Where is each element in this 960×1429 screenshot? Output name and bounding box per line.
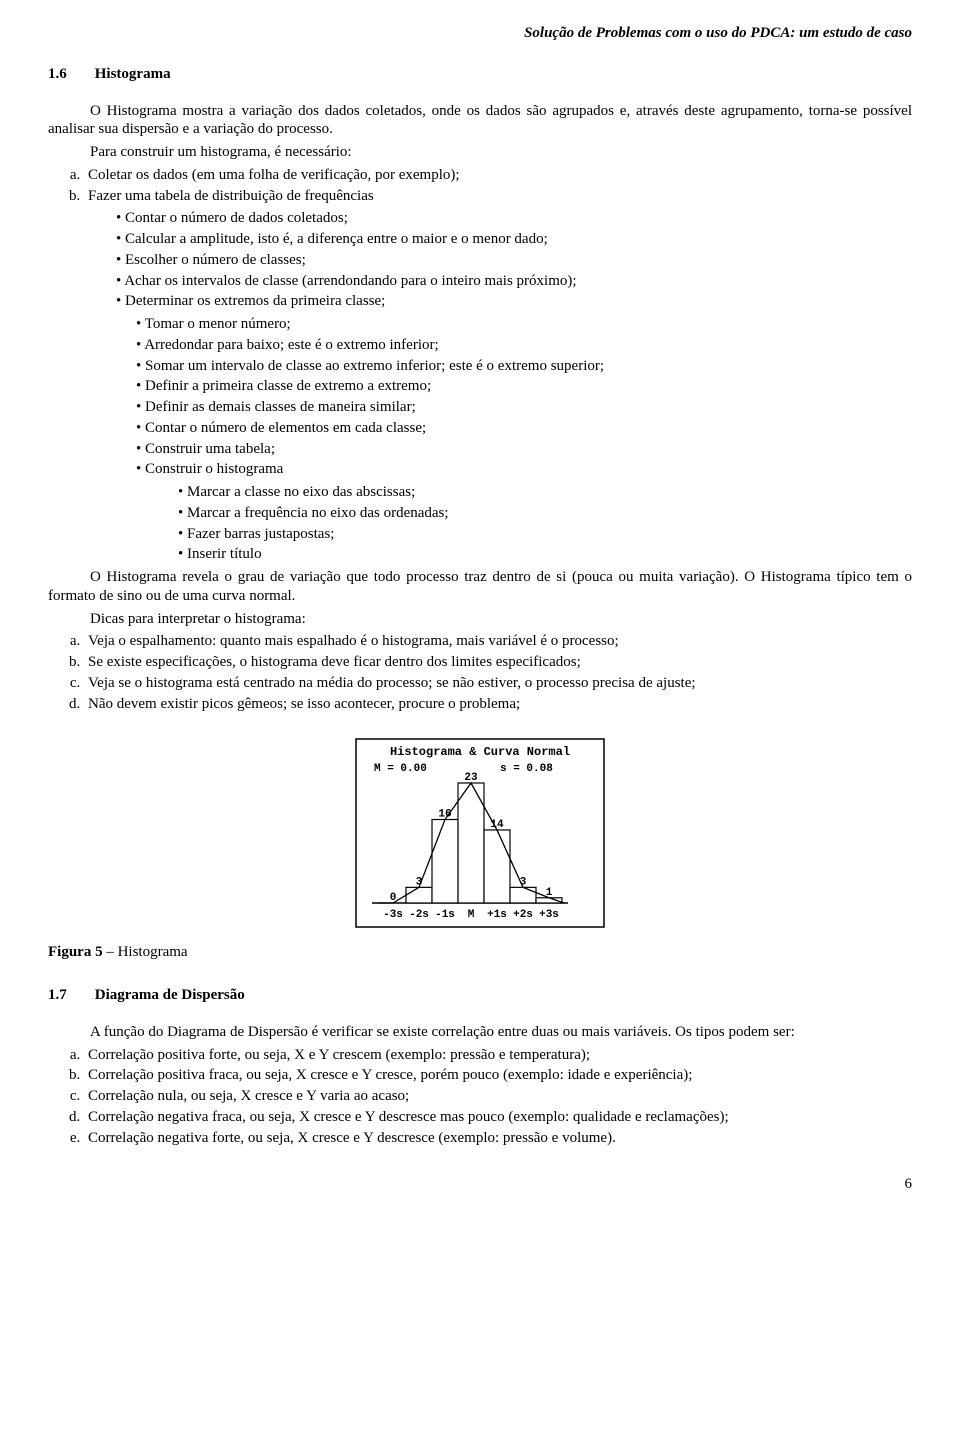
- figure-5: Histograma & Curva Normal M = 0.00 s = 0.0…: [48, 733, 912, 933]
- list-item: Tomar o menor número;: [136, 315, 912, 334]
- sec16-dicas-lead: Dicas para interpretar o histograma:: [48, 610, 912, 629]
- sec16-step-b: Fazer uma tabela de distribuição de freq…: [84, 187, 912, 206]
- list-item: Se existe especificações, o histograma d…: [84, 653, 912, 672]
- histogram-chart: Histograma & Curva Normal M = 0.00 s = 0.0…: [350, 733, 610, 933]
- section-1-6-heading: 1.6 Histograma: [48, 65, 912, 84]
- svg-text:-3s: -3s: [383, 909, 403, 921]
- sec16-dicas-list: Veja o espalhamento: quanto mais espalha…: [84, 632, 912, 713]
- list-item: Contar o número de elementos em cada cla…: [136, 419, 912, 438]
- list-item: Veja o espalhamento: quanto mais espalha…: [84, 632, 912, 651]
- page-number: 6: [48, 1175, 912, 1194]
- list-item: Contar o número de dados coletados;: [116, 209, 912, 228]
- svg-text:M = 0.00: M = 0.00: [374, 763, 427, 775]
- list-item: Correlação negativa forte, ou seja, X cr…: [84, 1129, 912, 1148]
- sec16-sub-list-1: Contar o número de dados coletados; Calc…: [116, 209, 912, 311]
- list-item: Arredondar para baixo; este é o extremo …: [136, 336, 912, 355]
- list-item: Correlação nula, ou seja, X cresce e Y v…: [84, 1087, 912, 1106]
- sec17-items-list: Correlação positiva forte, ou seja, X e …: [84, 1046, 912, 1148]
- list-item: Veja se o histograma está centrado na mé…: [84, 674, 912, 693]
- sec16-conclusion: O Histograma revela o grau de variação q…: [48, 568, 912, 606]
- sec16-sub-list-3: Marcar a classe no eixo das abscissas; M…: [178, 483, 912, 564]
- svg-text:Histograma & Curva Normal: Histograma & Curva Normal: [390, 745, 570, 759]
- list-item: Correlação negativa fraca, ou seja, X cr…: [84, 1108, 912, 1127]
- list-item: Somar um intervalo de classe ao extremo …: [136, 357, 912, 376]
- svg-text:+2s: +2s: [513, 909, 533, 921]
- section-1-7-heading: 1.7 Diagrama de Dispersão: [48, 986, 912, 1005]
- sec16-step-a: Coletar os dados (em uma folha de verifi…: [84, 166, 912, 185]
- sec16-sub-list-2: Tomar o menor número; Arredondar para ba…: [136, 315, 912, 479]
- svg-text:+3s: +3s: [539, 909, 559, 921]
- svg-text:-1s: -1s: [435, 909, 455, 921]
- list-item: Escolher o número de classes;: [116, 251, 912, 270]
- list-item: Fazer barras justapostas;: [178, 525, 912, 544]
- list-item: Marcar a frequência no eixo das ordenada…: [178, 504, 912, 523]
- section-1-7-title: Diagrama de Dispersão: [95, 986, 245, 1005]
- svg-text:M: M: [468, 909, 475, 921]
- section-1-7-number: 1.7: [48, 986, 67, 1005]
- list-item: Definir a primeira classe de extremo a e…: [136, 377, 912, 396]
- list-item: Calcular a amplitude, isto é, a diferenç…: [116, 230, 912, 249]
- section-1-6-number: 1.6: [48, 65, 67, 84]
- running-header: Solução de Problemas com o uso do PDCA: …: [48, 24, 912, 43]
- figure-5-label: Figura 5: [48, 944, 103, 960]
- list-item: Determinar os extremos da primeira class…: [116, 292, 912, 311]
- figure-5-caption-rest: – Histograma: [103, 944, 188, 960]
- svg-text:s = 0.08: s = 0.08: [500, 763, 553, 775]
- list-item: Construir uma tabela;: [136, 440, 912, 459]
- sec16-steps-list: Coletar os dados (em uma folha de verifi…: [84, 166, 912, 206]
- list-item: Correlação positiva forte, ou seja, X e …: [84, 1046, 912, 1065]
- svg-text:+1s: +1s: [487, 909, 507, 921]
- list-item: Marcar a classe no eixo das abscissas;: [178, 483, 912, 502]
- list-item: Não devem existir picos gêmeos; se isso …: [84, 695, 912, 714]
- section-1-6-title: Histograma: [95, 65, 171, 84]
- list-item: Definir as demais classes de maneira sim…: [136, 398, 912, 417]
- sec16-lead: Para construir um histograma, é necessár…: [48, 143, 912, 162]
- figure-5-caption: Figura 5 – Histograma: [48, 943, 912, 962]
- svg-text:-2s: -2s: [409, 909, 429, 921]
- list-item: Inserir título: [178, 545, 912, 564]
- sec17-intro: A função do Diagrama de Dispersão é veri…: [48, 1023, 912, 1042]
- sec16-intro: O Histograma mostra a variação dos dados…: [48, 102, 912, 140]
- list-item: Achar os intervalos de classe (arrendond…: [116, 272, 912, 291]
- list-item: Correlação positiva fraca, ou seja, X cr…: [84, 1066, 912, 1085]
- list-item: Construir o histograma: [136, 460, 912, 479]
